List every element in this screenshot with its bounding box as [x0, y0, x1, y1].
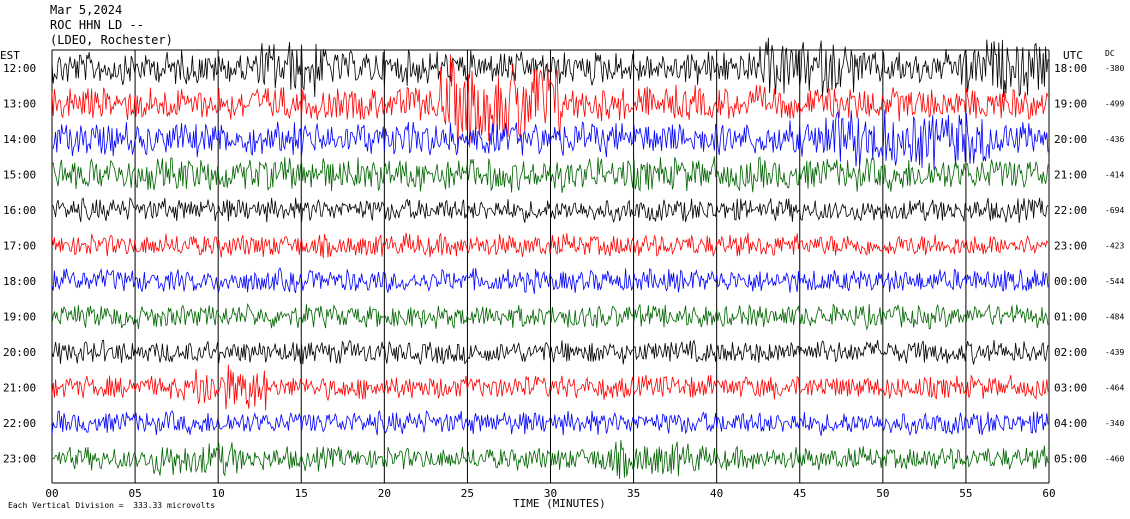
- x-tick-label: 30: [544, 487, 557, 500]
- dc-offset-label: -464: [1105, 384, 1124, 393]
- dc-offset-label: -460: [1105, 455, 1124, 464]
- trace-row-2100: [52, 364, 1049, 411]
- trace-row-1300: [52, 54, 1049, 152]
- station-label: ROC HHN LD --: [50, 18, 144, 32]
- utc-time-label: 03:00: [1054, 382, 1087, 395]
- dc-offset-label: -436: [1105, 135, 1124, 144]
- seismic-traces: [52, 37, 1049, 479]
- dc-offset-label: -340: [1105, 419, 1124, 428]
- x-tick-label: 60: [1042, 487, 1055, 500]
- utc-axis-label: UTC: [1063, 49, 1083, 62]
- trace-row-1200: [52, 37, 1049, 98]
- trace-row-2300: [52, 440, 1049, 479]
- scale-note: Each Vertical Division = 333.33 microvol…: [8, 501, 216, 510]
- x-tick-label: 45: [793, 487, 806, 500]
- utc-time-label: 01:00: [1054, 311, 1087, 324]
- trace-row-1500: [52, 156, 1049, 193]
- est-time-label: 23:00: [3, 453, 36, 466]
- x-tick-label: 50: [876, 487, 889, 500]
- utc-time-label: 22:00: [1054, 204, 1087, 217]
- dc-offset-label: -544: [1105, 277, 1124, 286]
- x-axis-label: TIME (MINUTES): [513, 497, 606, 510]
- dc-offset-label: -694: [1105, 206, 1124, 215]
- date-label: Mar 5,2024: [50, 3, 123, 17]
- trace-row-1700: [52, 232, 1049, 259]
- x-tick-label: 25: [461, 487, 474, 500]
- est-time-label: 19:00: [3, 311, 36, 324]
- trace-row-1800: [52, 266, 1049, 294]
- est-time-label: 22:00: [3, 417, 36, 430]
- utc-time-label: 05:00: [1054, 453, 1087, 466]
- x-tick-label: 05: [128, 487, 141, 500]
- utc-time-label: 19:00: [1054, 98, 1087, 111]
- trace-row-2000: [52, 339, 1049, 365]
- dc-offset-label: -380: [1105, 64, 1124, 73]
- est-time-label: 15:00: [3, 169, 36, 182]
- dc-offset-label: -423: [1105, 242, 1124, 251]
- utc-time-label: 00:00: [1054, 275, 1087, 288]
- trace-row-2200: [52, 410, 1049, 437]
- est-time-label: 20:00: [3, 346, 36, 359]
- utc-time-label: 04:00: [1054, 417, 1087, 430]
- axis-labels: 00 05 10 15 20 25 30 35 40 45 50 55 60 12:00 18:00 -380…: [3, 62, 1124, 500]
- trace-row-1600: [52, 197, 1049, 224]
- dc-axis-label: DC: [1105, 49, 1115, 58]
- utc-time-label: 20:00: [1054, 133, 1087, 146]
- x-tick-label: 10: [212, 487, 225, 500]
- x-tick-label: 20: [378, 487, 391, 500]
- trace-row-1400: [52, 109, 1049, 171]
- est-time-label: 13:00: [3, 98, 36, 111]
- x-tick-label: 40: [710, 487, 723, 500]
- est-time-label: 17:00: [3, 240, 36, 253]
- est-time-label: 16:00: [3, 204, 36, 217]
- trace-row-1900: [52, 303, 1049, 331]
- dc-offset-label: -484: [1105, 313, 1124, 322]
- x-tick-label: 00: [45, 487, 58, 500]
- est-time-label: 12:00: [3, 62, 36, 75]
- utc-time-label: 02:00: [1054, 346, 1087, 359]
- x-tick-label: 55: [959, 487, 972, 500]
- est-time-label: 18:00: [3, 275, 36, 288]
- est-time-label: 14:00: [3, 133, 36, 146]
- x-tick-label: 15: [295, 487, 308, 500]
- network-label: (LDEO, Rochester): [50, 33, 173, 47]
- dc-offset-label: -439: [1105, 348, 1124, 357]
- grid-lines: [51, 49, 1050, 484]
- utc-time-label: 23:00: [1054, 240, 1087, 253]
- dc-offset-label: -414: [1105, 171, 1124, 180]
- est-axis-label: EST: [0, 49, 20, 62]
- est-time-label: 21:00: [3, 382, 36, 395]
- utc-time-label: 18:00: [1054, 62, 1087, 75]
- dc-offset-label: -499: [1105, 100, 1124, 109]
- x-tick-label: 35: [627, 487, 640, 500]
- utc-time-label: 21:00: [1054, 169, 1087, 182]
